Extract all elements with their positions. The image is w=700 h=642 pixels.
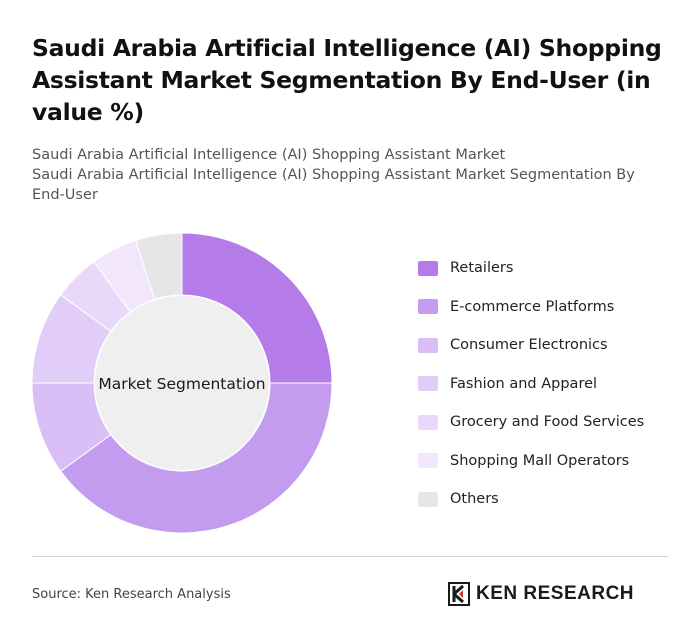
legend-label: Shopping Mall Operators: [450, 452, 630, 469]
source-note: Source: Ken Research Analysis: [32, 587, 231, 602]
legend-swatch: [418, 299, 438, 314]
footer-divider: [32, 556, 668, 557]
ken-research-logo-icon: [448, 582, 470, 606]
legend-label: Retailers: [450, 260, 514, 276]
legend-item: Shopping Mall Operators: [418, 451, 629, 471]
donut-slice-retailers: [181, 232, 333, 384]
donut-chart: Market Segmentation: [31, 232, 333, 534]
legend-label: Consumer Electronics: [450, 337, 608, 353]
legend-swatch: [418, 260, 438, 276]
chart-subtitle: Saudi Arabia Artificial Intelligence (AI…: [32, 145, 662, 205]
legend-swatch: [418, 414, 438, 430]
legend-swatch: [418, 337, 438, 353]
legend-item: Consumer Electronics: [418, 335, 608, 355]
legend-label: E-commerce Platforms: [450, 298, 615, 315]
legend-label: Grocery and Food Services: [450, 414, 645, 430]
legend-item: Grocery and Food Services: [418, 412, 644, 432]
brand-name: KEN RESEARCH: [476, 583, 635, 604]
legend-item: E-commerce Platforms: [418, 297, 614, 317]
legend-item: Others: [418, 489, 499, 509]
legend-label: Others: [450, 491, 499, 507]
legend-swatch: [418, 376, 438, 391]
subtitle-line-2: Saudi Arabia Artificial Intelligence (AI…: [32, 167, 635, 203]
donut-slice-others: [135, 232, 183, 300]
subtitle-line-1: Saudi Arabia Artificial Intelligence (AI…: [32, 147, 506, 163]
chart-title: Saudi Arabia Artificial Intelligence (AI…: [32, 34, 662, 126]
donut-center: [95, 296, 269, 470]
donut-slice-e-commerce-platforms: [59, 382, 333, 534]
legend-item: Retailers: [418, 258, 513, 278]
chart-area: Market Segmentation: [0, 215, 700, 555]
donut-center-label: Market Segmentation: [98, 375, 265, 393]
legend-swatch: [418, 491, 438, 507]
legend-swatch: [418, 453, 438, 468]
legend-label: Fashion and Apparel: [450, 375, 598, 392]
legend-item: Fashion and Apparel: [418, 374, 597, 394]
brand-logo: KEN RESEARCH: [448, 582, 634, 606]
